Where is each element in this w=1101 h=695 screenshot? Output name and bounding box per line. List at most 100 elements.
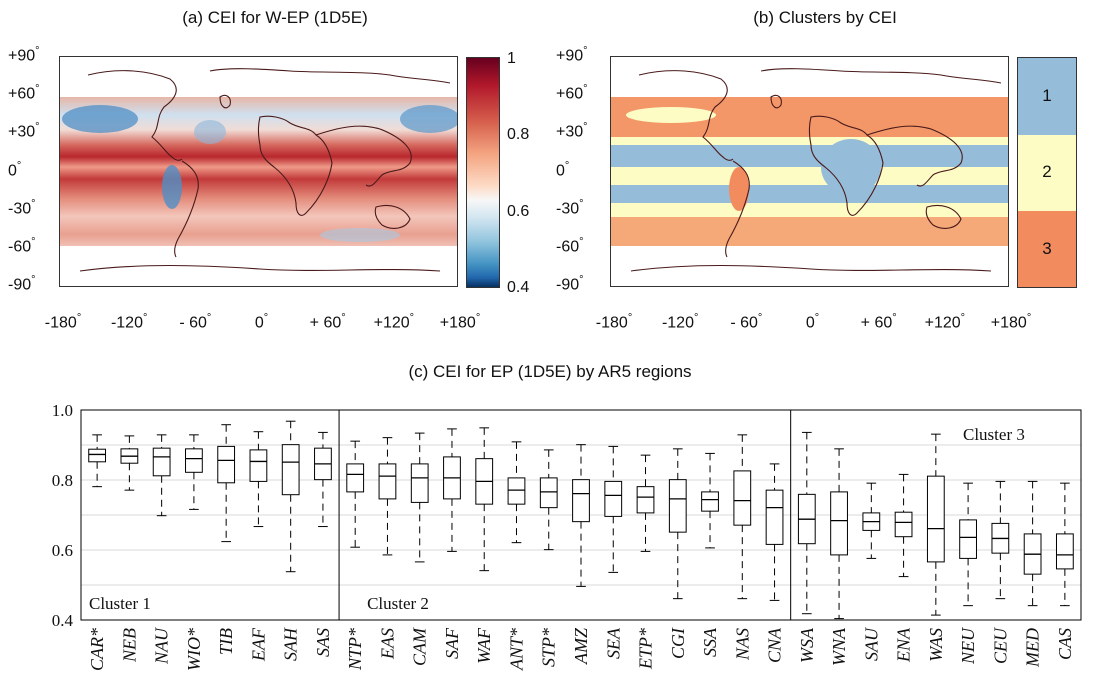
latitude-tick-label: -90° [8, 274, 36, 294]
colorbar-clusters: 1 2 3 [1017, 57, 1077, 288]
cluster1-patch [821, 139, 881, 195]
panel-c-title: (c) CEI for EP (1D5E) by AR5 regions [408, 362, 692, 381]
box-ANT* [507, 441, 526, 544]
latitude-tick-label: -30° [556, 197, 584, 217]
x-tick-label: NAS [732, 628, 752, 661]
box-iqr [636, 486, 655, 514]
box-WSA [797, 431, 816, 615]
x-tick-label: TIB [216, 628, 236, 655]
box-iqr [88, 448, 107, 463]
panel-b-title: (b) Clusters by CEI [753, 8, 897, 27]
cluster-label: Cluster 1 [89, 594, 151, 613]
x-tick-label: ANT* [506, 628, 526, 671]
x-tick-label: NAU [152, 627, 172, 665]
y-tick-label: 1.0 [52, 401, 73, 420]
box-NEU [959, 482, 977, 607]
x-tick-label: NEU [958, 627, 978, 665]
x-tick-label: SAF [442, 627, 462, 659]
colorbar-cei-label: 0.4 [507, 279, 530, 296]
x-tick-label: STP* [539, 628, 559, 667]
x-tick-label: CAS [1055, 628, 1075, 660]
box-iqr [959, 519, 977, 559]
box-EAS [378, 437, 397, 556]
cluster-label: Cluster 3 [963, 425, 1025, 444]
box-iqr [894, 511, 913, 538]
colorbar-cluster2 [1018, 135, 1076, 211]
colorbar-cluster-label: 3 [1042, 239, 1052, 258]
x-axis-labels: CAR* NEB NAU WIO* TIB EAF SAH SAS NTP* EAS CAM SAF W… [87, 627, 1075, 671]
colorbar-cei-label: 0.8 [507, 126, 530, 143]
cluster2-patch [626, 107, 716, 123]
box-CAM [410, 432, 429, 563]
box-iqr [346, 463, 365, 493]
longitude-tick-label: +120° [924, 312, 966, 332]
box-SSA [701, 452, 719, 549]
box-NAS [733, 434, 752, 600]
colorbar-cluster3 [1018, 211, 1076, 287]
box-iqr [765, 489, 784, 545]
cei-map-svg [60, 68, 457, 272]
x-tick-label: WSA [797, 627, 817, 663]
colorbar-cluster-label: 1 [1042, 86, 1052, 105]
box-CGI [668, 448, 687, 600]
box-TIB [217, 424, 236, 543]
box-iqr [572, 479, 590, 523]
latitude-tick-label: +30° [556, 121, 588, 141]
latitude-tick-label: -30° [8, 197, 36, 217]
x-tick-label: SSA [700, 627, 720, 657]
colorbar-cluster-label: 2 [1042, 162, 1052, 181]
box-ENA [894, 473, 913, 578]
box-iqr [733, 470, 752, 526]
x-tick-label: CGI [668, 627, 688, 659]
longitude-tick-label: -180° [44, 312, 82, 332]
plot-frame [80, 409, 1082, 621]
box-SAU [862, 482, 881, 559]
cei-map [59, 56, 458, 287]
box-iqr [378, 463, 397, 500]
longitude-tick-label: +180° [439, 312, 481, 332]
latitude-tick-label: -60° [8, 235, 36, 256]
box-WIO* [185, 434, 203, 510]
box-EAF [249, 431, 268, 528]
box-iqr [185, 448, 203, 473]
longitude-tick-label: - 60° [730, 312, 763, 332]
latitude-tick-label: +90° [556, 45, 588, 65]
box-SEA [604, 445, 623, 573]
box-WNA [830, 448, 848, 620]
x-tick-label: AMZ [571, 627, 591, 665]
colorbar-cei-label: 1 [507, 50, 516, 67]
box-CEU [991, 480, 1010, 600]
y-tick-label: 0.6 [52, 541, 73, 560]
blue-patch [194, 120, 226, 144]
x-tick-label: WNA [829, 627, 849, 666]
box-iqr [668, 479, 687, 533]
longitude-tick-label: + 60° [860, 312, 897, 332]
box-CAS [1055, 482, 1074, 607]
latitude-tick-label: +60° [8, 83, 40, 103]
longitude-tick-label: 0° [805, 312, 820, 332]
box-STP* [539, 449, 558, 551]
blue-patch [400, 105, 457, 133]
box-iqr [507, 477, 526, 505]
box-WAS [926, 433, 945, 616]
box-iqr [281, 444, 300, 496]
box-ETP* [636, 454, 655, 552]
latitude-tick-label: +60° [556, 83, 588, 103]
longitude-tick-label: -180° [595, 312, 633, 332]
box-SAF [443, 428, 461, 552]
x-tick-label: WIO* [184, 628, 204, 671]
cluster3-band [611, 217, 1008, 246]
box-iqr [410, 463, 429, 503]
cluster-label: Cluster 2 [367, 594, 429, 613]
x-tick-label: CNA [765, 627, 785, 663]
x-tick-label: ETP* [636, 628, 656, 670]
cluster1-band [611, 145, 1008, 167]
box-iqr [701, 491, 719, 512]
box-iqr [539, 477, 558, 509]
x-tick-label: SEA [603, 627, 623, 659]
longitude-tick-label: +180° [990, 312, 1032, 332]
x-tick-label: SAS [313, 628, 333, 657]
latitude-tick-label: +30° [8, 121, 40, 141]
cluster-map-svg [611, 68, 1008, 272]
